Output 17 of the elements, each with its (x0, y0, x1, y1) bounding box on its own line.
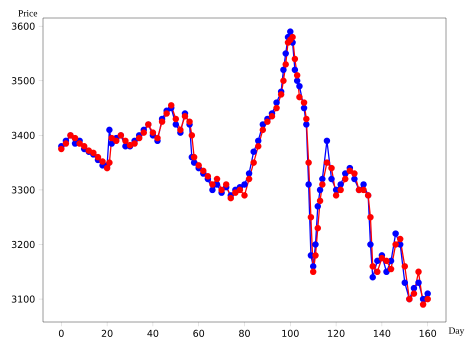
x-tick-label: 120 (328, 330, 344, 337)
x-tick-label: 140 (374, 330, 390, 337)
x-tick-label: 160 (420, 330, 436, 337)
x-tick-label: 20 (102, 330, 113, 337)
x-tick-label: 40 (147, 330, 158, 337)
x-axis-title: Day (448, 328, 464, 336)
y-axis-title: Price (18, 10, 38, 16)
y-tick-label: 3600 (12, 22, 35, 30)
x-tick-label: 100 (282, 330, 299, 337)
y-tick-label: 3200 (12, 240, 35, 248)
y-tick-label: 3400 (12, 132, 35, 139)
y-tick-label: 3300 (12, 186, 35, 194)
x-tick-label: 80 (239, 330, 250, 337)
x-tick-label: 0 (58, 330, 64, 337)
y-tick-label: 3500 (12, 77, 35, 84)
x-tick-label: 60 (193, 330, 204, 337)
y-tick-label: 3100 (12, 295, 35, 303)
